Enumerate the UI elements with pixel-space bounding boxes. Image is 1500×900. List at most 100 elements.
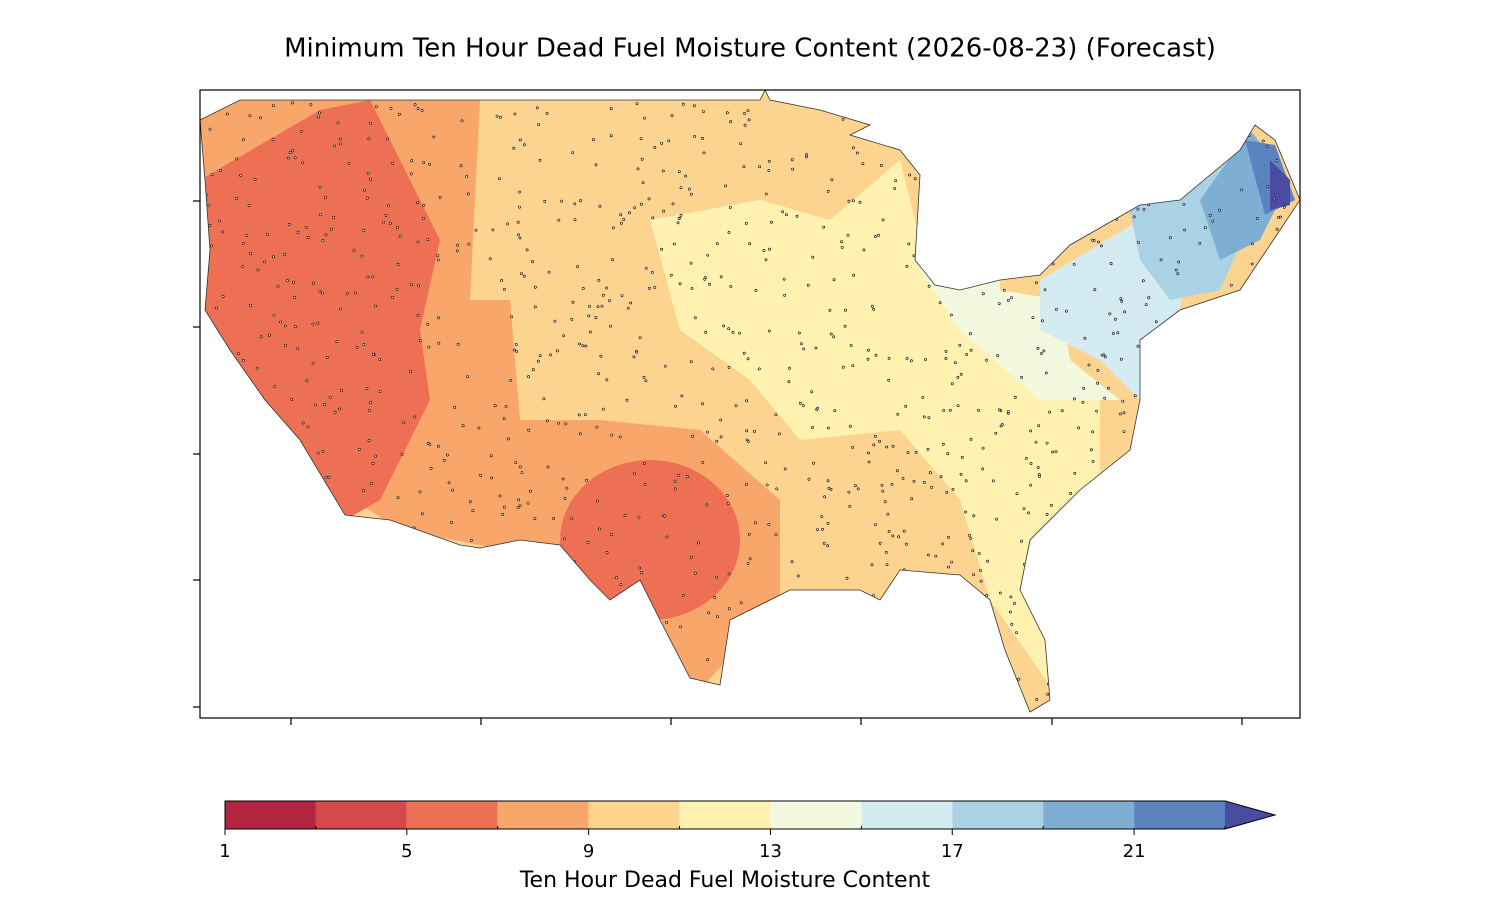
station-dot [998, 591, 1002, 595]
station-dot [676, 221, 680, 225]
station-dot [502, 417, 506, 421]
station-dot [746, 109, 750, 113]
station-dot [221, 294, 225, 298]
station-dot [514, 461, 518, 465]
station-dot [938, 301, 942, 305]
station-dot [765, 483, 769, 487]
station-dot [797, 331, 801, 335]
station-dot [531, 260, 534, 264]
map-title: Minimum Ten Hour Dead Fuel Moisture Cont… [284, 34, 1216, 64]
station-dot [1182, 203, 1186, 206]
station-dot [369, 401, 373, 404]
station-dot [746, 357, 750, 361]
station-dot [318, 213, 322, 217]
station-dot [396, 496, 400, 500]
station-dot [285, 279, 289, 282]
station-dot [768, 247, 772, 251]
station-dot [382, 220, 386, 224]
station-dot [1183, 228, 1187, 232]
colorbar-label: Ten Hour Dead Fuel Moisture Content [519, 868, 931, 893]
station-dot [416, 240, 420, 244]
station-dot [208, 127, 212, 131]
station-dot [886, 512, 890, 516]
station-dot [293, 325, 297, 328]
colorbar-bin [679, 801, 771, 829]
station-dot [866, 357, 870, 361]
station-dot [313, 403, 317, 407]
station-dot [775, 487, 779, 491]
station-dot [928, 471, 932, 475]
station-dot [436, 258, 440, 262]
station-dot [611, 258, 614, 262]
station-dot [340, 389, 343, 392]
station-dot [851, 364, 855, 368]
station-dot [316, 451, 320, 455]
station-dot [538, 354, 542, 358]
station-dot [318, 289, 322, 293]
station-dot [840, 246, 844, 249]
station-dot [1065, 309, 1068, 313]
station-dot [241, 138, 245, 142]
station-dot [706, 430, 709, 434]
station-dot [635, 102, 639, 106]
station-dot [518, 190, 521, 194]
station-dot [885, 445, 889, 449]
station-dot [529, 489, 532, 493]
station-dot [1048, 410, 1052, 414]
station-dot [826, 522, 830, 525]
station-dot [564, 422, 568, 426]
station-dot [422, 204, 426, 207]
station-dot [1174, 268, 1178, 272]
station-dot [686, 475, 689, 478]
station-dot [796, 574, 800, 578]
station-dot [553, 319, 557, 323]
station-dot [832, 278, 836, 282]
station-dot [321, 291, 324, 295]
station-dot [1015, 492, 1019, 496]
station-dot [601, 407, 605, 411]
station-dot [880, 483, 884, 487]
station-dot [674, 404, 677, 408]
station-dot [959, 372, 963, 376]
station-dot [456, 342, 460, 346]
station-dot [707, 611, 711, 615]
station-dot [1072, 262, 1076, 266]
station-dot [619, 583, 623, 587]
station-dot [1037, 472, 1041, 476]
colorbar-extend [1225, 801, 1275, 829]
station-dot [596, 499, 599, 503]
station-dot [506, 437, 510, 441]
station-dot [283, 253, 287, 256]
station-dot [272, 255, 276, 259]
station-dot [347, 162, 351, 165]
station-dot [924, 358, 927, 361]
colorbar-bin [588, 801, 680, 829]
station-dot [516, 506, 520, 510]
station-dot [1082, 386, 1086, 390]
station-dot [1081, 400, 1085, 404]
station-dot [883, 500, 887, 504]
station-dot [977, 408, 980, 412]
station-dot [605, 378, 609, 382]
station-dot [945, 490, 949, 494]
station-dot [418, 339, 422, 343]
station-dot [678, 282, 682, 286]
station-dot [632, 472, 636, 476]
station-dot [286, 156, 290, 160]
station-dot [588, 304, 592, 308]
station-dot [362, 489, 366, 493]
station-dot [1017, 677, 1021, 681]
station-dot [1122, 411, 1126, 415]
station-dot [844, 308, 847, 312]
station-dot [693, 104, 696, 108]
station-dot [642, 375, 646, 379]
station-dot [366, 275, 370, 279]
station-dot [891, 444, 895, 448]
station-dot [237, 352, 240, 356]
station-dot [969, 437, 973, 441]
station-dot [259, 116, 262, 120]
station-dot [354, 291, 358, 295]
station-dot [397, 112, 401, 116]
station-dot [589, 330, 592, 334]
station-dot [288, 151, 292, 155]
